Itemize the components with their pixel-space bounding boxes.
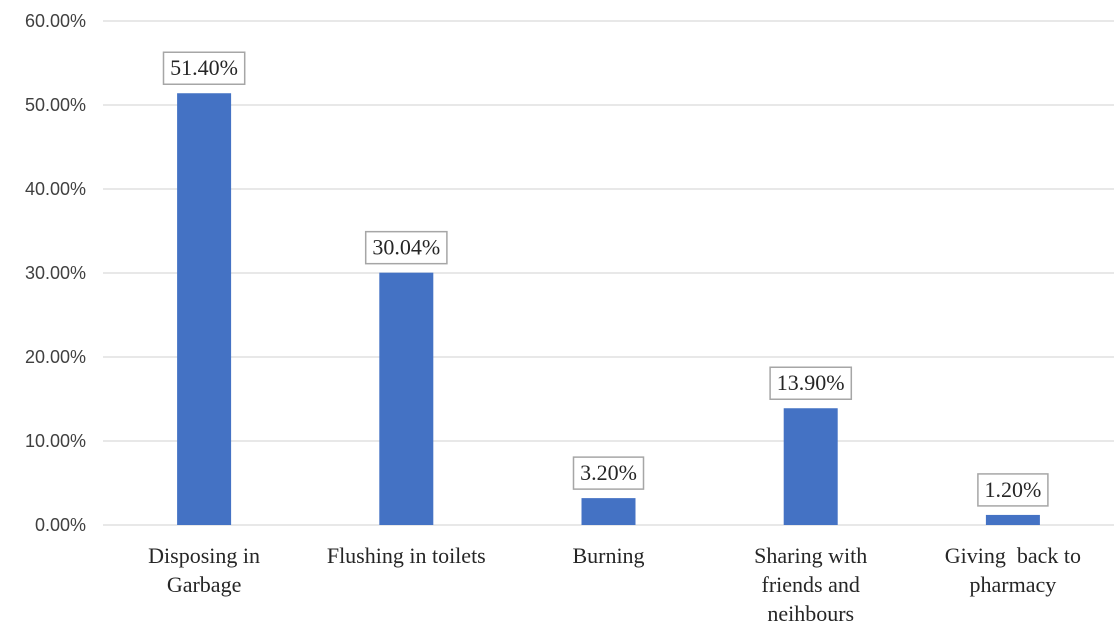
bar <box>985 514 1040 525</box>
gridlines <box>103 20 1114 526</box>
x-tick-label: Sharing with friends and neihbours <box>754 543 867 626</box>
y-tick-label: 10.00% <box>25 431 86 451</box>
data-label-box <box>977 473 1049 507</box>
x-tick-label: Giving back to pharmacy <box>945 543 1081 597</box>
data-label-text: 3.20% <box>580 460 637 485</box>
x-tick-label-line: Giving back to <box>945 543 1081 568</box>
data-label: 1.20% <box>977 473 1049 507</box>
data-label: 3.20% <box>572 456 645 490</box>
data-label-box <box>364 230 448 265</box>
y-tick-label: 50.00% <box>25 95 86 115</box>
bar <box>379 272 434 525</box>
x-tick-label-line: Garbage <box>167 572 242 597</box>
data-labels: 51.40% 30.04% 3.20% 13.90% 1.20% <box>162 51 1049 507</box>
bar <box>783 408 838 525</box>
data-label: 51.40% <box>162 51 246 85</box>
x-tick-label: Flushing in toilets <box>327 543 486 568</box>
x-tick-label-line: Flushing in toilets <box>327 543 486 568</box>
data-label: 13.90% <box>769 366 853 400</box>
data-label-text: 1.20% <box>984 477 1041 502</box>
data-label-text: 30.04% <box>372 235 440 260</box>
x-tick-label: Burning <box>572 543 644 568</box>
y-axis-tick-labels: 0.00% 10.00% 20.00% 30.00% 40.00% 50.00% 60.00… <box>25 11 86 535</box>
y-tick-label: 30.00% <box>25 263 86 283</box>
data-label-box <box>769 366 853 400</box>
y-tick-label: 40.00% <box>25 179 86 199</box>
x-tick-label: Disposing in Garbage <box>148 543 260 597</box>
bar <box>177 93 232 526</box>
y-tick-label: 60.00% <box>25 11 86 31</box>
x-axis-tick-labels: Disposing in Garbage Flushing in toilets Bu… <box>148 543 1081 626</box>
x-tick-label-line: pharmacy <box>970 572 1057 597</box>
bar <box>581 498 636 525</box>
x-tick-label-line: neihbours <box>767 601 854 626</box>
x-tick-label-line: Sharing with <box>754 543 867 568</box>
data-label-text: 51.40% <box>170 55 238 80</box>
x-tick-label-line: friends and <box>762 572 860 597</box>
x-tick-label-line: Disposing in <box>148 543 260 568</box>
data-label-text: 13.90% <box>777 370 845 395</box>
x-tick-label-line: Burning <box>572 543 644 568</box>
data-label-box <box>162 51 246 85</box>
bars <box>177 93 1040 526</box>
data-label-box <box>572 456 645 490</box>
y-tick-label: 20.00% <box>25 347 86 367</box>
data-label: 30.04% <box>364 230 448 265</box>
y-tick-label: 0.00% <box>35 515 86 535</box>
